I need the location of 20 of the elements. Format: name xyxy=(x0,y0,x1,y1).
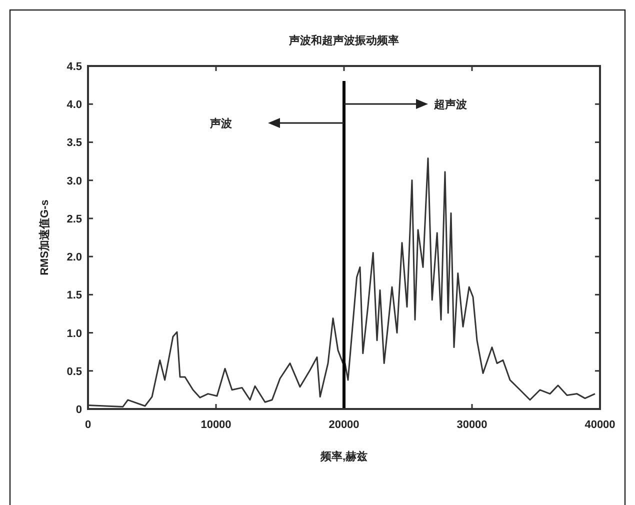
y-tick-label: 0 xyxy=(76,404,82,416)
y-tick-label: 1.5 xyxy=(66,290,82,302)
y-tick-label: 3.5 xyxy=(66,137,82,150)
annotation: 声波 xyxy=(209,117,233,130)
y-tick-label: 2.0 xyxy=(66,252,82,264)
annotation: 超声波 xyxy=(433,98,468,111)
y-tick-label: 1.0 xyxy=(66,328,82,340)
chart-title: 声波和超声波振动频率 xyxy=(288,34,399,47)
x-tick-label: 40000 xyxy=(584,419,616,431)
x-tick-label: 0 xyxy=(84,419,92,431)
y-axis-title: RMS加速值G-s xyxy=(38,200,51,276)
y-tick-label: 3.0 xyxy=(66,175,82,188)
y-tick-label: 0.5 xyxy=(66,366,82,378)
x-tick-label: 10000 xyxy=(200,419,232,431)
x-tick-label: 30000 xyxy=(456,419,488,431)
y-tick-label: 2.5 xyxy=(66,213,82,226)
x-axis-title: 频率,赫兹 xyxy=(319,450,368,463)
x-tick-label: 20000 xyxy=(328,419,360,431)
y-tick-label: 4.5 xyxy=(66,61,82,73)
y-tick-label: 4.0 xyxy=(66,99,82,112)
